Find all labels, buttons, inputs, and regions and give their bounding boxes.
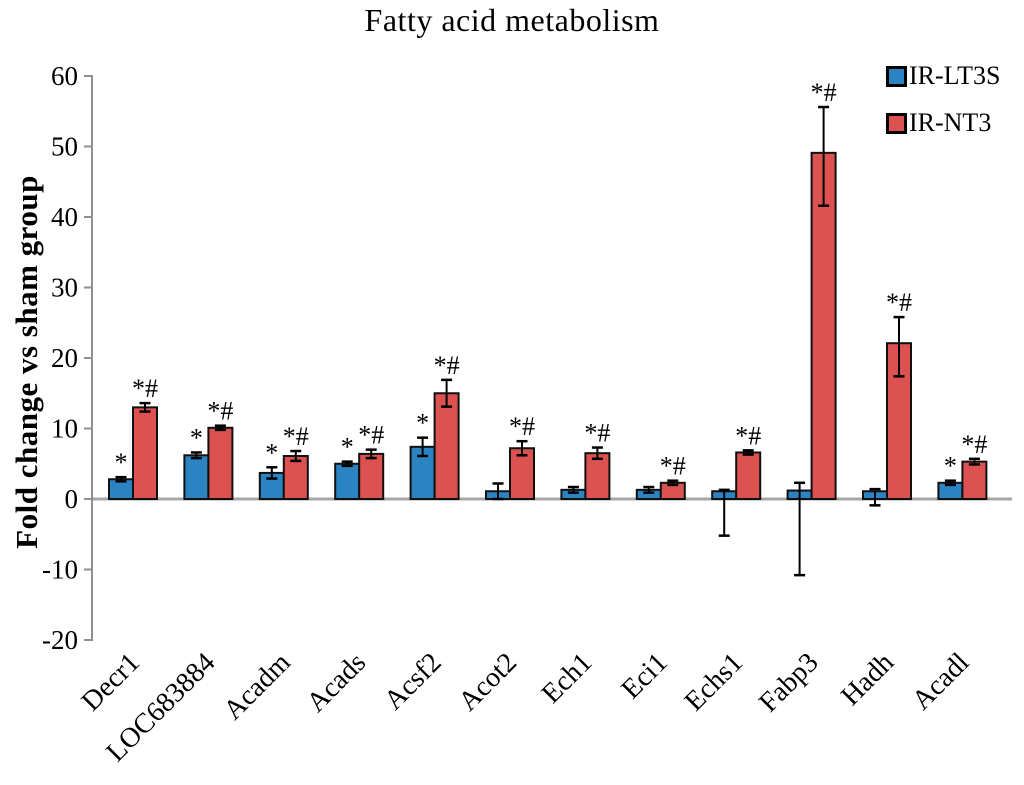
significance-label: *# [735, 421, 761, 450]
y-tick-label: 20 [51, 343, 78, 373]
x-category-label: Acsf2 [378, 647, 447, 716]
x-category-label: Ech1 [536, 647, 599, 710]
significance-label: *# [584, 419, 610, 448]
bar-ir-lt3s-acads [334, 462, 361, 500]
significance-label: *# [434, 351, 460, 380]
bar-ir-nt3-loc683884 [207, 426, 234, 501]
significance-label: * [115, 448, 128, 477]
bar-ir-nt3-ech1 [584, 452, 611, 500]
legend: IR-LT3S IR-NT3 [886, 63, 1001, 157]
bar-ir-nt3-decr1 [132, 406, 158, 501]
y-tick-label: 30 [51, 273, 78, 303]
significance-label: * [341, 433, 354, 462]
significance-label: * [190, 423, 203, 452]
legend-item-ir-lt3s: IR-LT3S [886, 63, 1001, 89]
y-tick-label: 0 [65, 484, 79, 514]
x-category-label: Fabp3 [753, 647, 824, 718]
significance-label: *# [886, 288, 912, 317]
y-tick-label: -10 [42, 555, 78, 585]
y-tick-label: 40 [51, 202, 78, 232]
legend-item-ir-nt3: IR-NT3 [886, 110, 1001, 136]
y-tick-label: 50 [51, 132, 78, 162]
x-category-label: Hadh [835, 647, 900, 712]
significance-label: *# [358, 421, 384, 450]
x-category-label: Decr1 [76, 647, 146, 717]
y-tick-label: 60 [51, 61, 78, 91]
bar-ir-nt3-acadm [282, 454, 309, 500]
significance-label: * [265, 438, 278, 467]
x-category-label: Eci1 [616, 647, 674, 705]
x-category-label: Echs1 [679, 647, 749, 717]
x-category-label: Acadm [218, 647, 297, 726]
chart-title: Fatty acid metabolism [364, 2, 660, 38]
significance-label: *# [660, 452, 686, 481]
significance-label: *# [132, 374, 158, 403]
bar-ir-nt3-fabp3 [810, 151, 837, 500]
legend-swatch-blue-icon [886, 65, 907, 87]
significance-label: * [416, 409, 429, 438]
significance-label: *# [961, 430, 987, 459]
y-tick-label: 10 [51, 414, 78, 444]
bar-ir-nt3-echs1 [735, 451, 762, 500]
significance-label: *# [207, 397, 233, 426]
significance-label: *# [811, 78, 837, 107]
bar-ir-nt3-acadl [961, 460, 988, 501]
y-tick-label: -20 [42, 625, 78, 655]
legend-label: IR-NT3 [909, 108, 992, 137]
significance-label: *# [509, 412, 535, 441]
bar-ir-nt3-acsf2 [433, 392, 460, 500]
legend-label: IR-LT3S [909, 61, 1001, 90]
x-category-label: Acadl [906, 647, 975, 716]
significance-label: *# [283, 422, 309, 451]
bar-ir-lt3s-loc683884 [183, 454, 210, 501]
legend-swatch-red-icon [886, 112, 907, 134]
x-category-label: Acads [301, 647, 372, 718]
bar-ir-nt3-acads [358, 452, 385, 501]
significance-label: * [944, 452, 957, 481]
x-category-label: Acot2 [453, 647, 523, 717]
